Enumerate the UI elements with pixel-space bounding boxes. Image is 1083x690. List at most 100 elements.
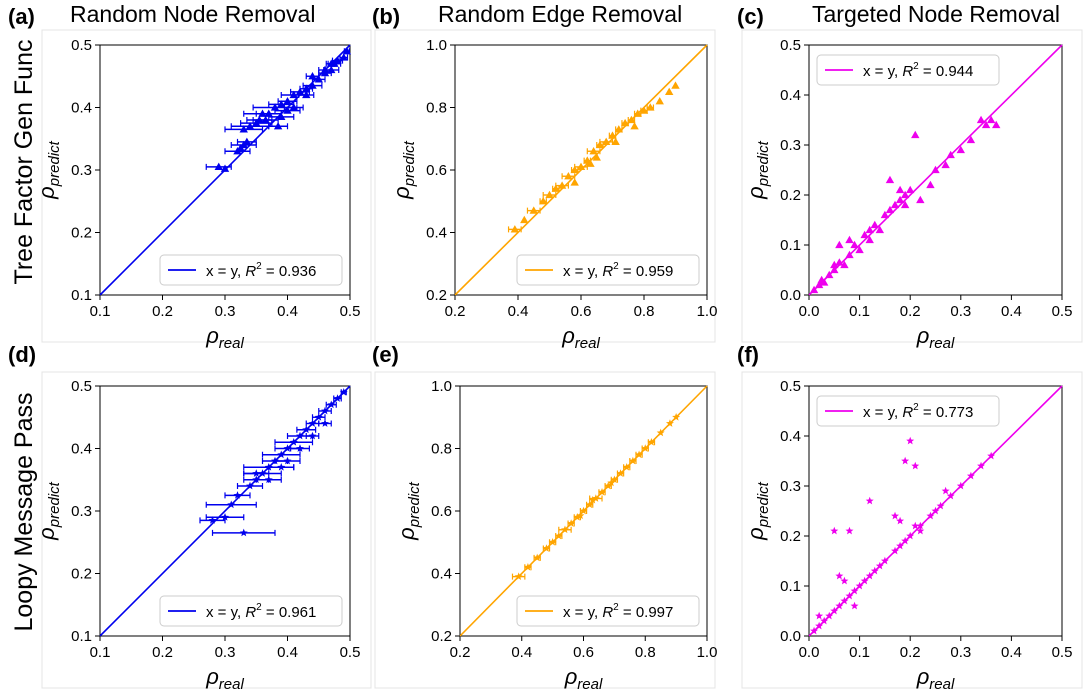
y-tick-label: 0.2 <box>431 628 452 645</box>
data-point <box>573 513 582 521</box>
x-axis-label-sub: real <box>577 676 603 690</box>
data-point <box>321 419 329 427</box>
data-point <box>936 501 945 510</box>
y-axis-label: ρpredict <box>394 481 423 540</box>
x-tick-label: 0.4 <box>511 644 532 661</box>
data-point <box>981 120 991 129</box>
data-point <box>656 428 665 437</box>
x-axis-label-sub: real <box>219 676 245 690</box>
data-point <box>956 481 965 490</box>
data-point <box>860 576 869 585</box>
data-point <box>900 190 910 199</box>
data-point <box>545 190 554 199</box>
data-point <box>875 225 885 234</box>
legend-box <box>159 595 343 627</box>
data-point <box>956 145 965 154</box>
data-point <box>976 115 986 124</box>
x-axis-label: ρreal <box>564 664 603 690</box>
data-point <box>314 413 323 421</box>
x-tick-label: 0.5 <box>340 303 361 320</box>
legend-r-sup: 2 <box>613 602 619 613</box>
x-axis-label: ρreal <box>916 323 955 352</box>
y-tick-label: 0.3 <box>780 478 801 495</box>
data-point <box>820 616 829 625</box>
data-point <box>931 165 940 174</box>
data-point <box>860 230 869 239</box>
data-point <box>592 153 601 161</box>
y-axis-label: ρpredict <box>34 140 63 199</box>
y-tick-label: 0.4 <box>426 225 447 242</box>
y-axis-label: ρpredict <box>743 481 772 540</box>
y-tick-label: 0.0 <box>780 287 801 304</box>
data-point <box>602 137 611 146</box>
panel-frame <box>41 29 372 343</box>
data-point <box>233 491 242 499</box>
x-tick-label: 1.0 <box>697 303 718 320</box>
panel-a: (a) 0.1 0.2 0.3 0.4 0.5 0.1 0.2 0.3 0.4 0.5 ρreal ρp… <box>8 4 372 352</box>
data-point <box>333 56 342 64</box>
data-point <box>321 406 329 415</box>
data-point <box>977 461 986 470</box>
data-point <box>880 210 890 219</box>
y-tick-label: 0.2 <box>71 225 92 242</box>
row-title-2: Loopy Message Pass <box>10 392 38 631</box>
data-point <box>264 475 273 484</box>
data-point <box>239 528 248 537</box>
data-point <box>814 280 824 289</box>
data-point <box>239 125 248 133</box>
data-point <box>283 106 292 114</box>
data-point <box>946 491 955 500</box>
data-point <box>885 175 895 184</box>
x-tick-label: 0.5 <box>1052 644 1073 661</box>
data-point <box>809 285 819 294</box>
legend: x = y, R2 = 0.936 <box>159 254 343 286</box>
panel-frame <box>374 29 716 343</box>
legend-label: x = y, R2 = 0.936 <box>206 261 316 280</box>
x-tick-label: 0.6 <box>571 303 592 320</box>
data-point <box>655 97 664 105</box>
data-point <box>906 531 915 540</box>
y-tick-label: 0.5 <box>71 37 92 54</box>
panel-frame <box>741 371 1083 689</box>
legend-r2-value: = 0.959 <box>619 263 674 280</box>
data-point <box>533 553 542 562</box>
data-point <box>302 425 311 434</box>
legend-box <box>516 595 700 627</box>
data-point <box>850 601 859 610</box>
data-point <box>289 103 298 111</box>
y-tick-label: 1.0 <box>426 37 447 54</box>
data-point <box>891 511 900 520</box>
x-tick-label: 0.4 <box>1001 303 1022 320</box>
data-point <box>870 566 879 575</box>
y-tick-label: 0.1 <box>71 287 92 304</box>
data-point <box>308 419 317 427</box>
data-point <box>557 181 567 189</box>
data-point <box>966 135 976 144</box>
legend-box <box>516 254 700 286</box>
data-point <box>865 225 874 234</box>
data-point <box>242 137 252 146</box>
data-point <box>815 611 824 620</box>
data-point <box>277 463 286 471</box>
panel-d: (d) 0.1 0.2 0.3 0.4 0.5 0.1 0.2 0.3 0.4 0.5 ρreal ρp… <box>8 342 372 690</box>
data-point <box>333 394 342 402</box>
col-title-3: Targeted Node Removal <box>812 1 1060 27</box>
data-point <box>208 516 217 524</box>
data-point <box>246 481 254 490</box>
legend-r-sup: 2 <box>913 402 919 413</box>
data-point <box>616 469 625 477</box>
legend-r2-value: = 0.997 <box>619 604 674 621</box>
data-point <box>850 586 859 595</box>
panel-b: (b) 0.2 0.4 0.6 0.8 1.0 0.2 0.4 0.6 0.8 1.0 ρreal ρp… <box>372 4 717 352</box>
x-tick-label: 0.3 <box>215 644 236 661</box>
data-point <box>586 159 595 167</box>
legend-r2-value: = 0.944 <box>919 63 974 80</box>
row-title-1: Tree Factor Gen Func <box>10 40 38 285</box>
data-point <box>835 258 844 266</box>
data-point <box>890 200 900 209</box>
data-point <box>520 215 529 224</box>
data-point <box>296 444 304 452</box>
data-point <box>610 475 619 484</box>
data-point <box>227 500 236 509</box>
legend-r: R <box>902 404 913 421</box>
